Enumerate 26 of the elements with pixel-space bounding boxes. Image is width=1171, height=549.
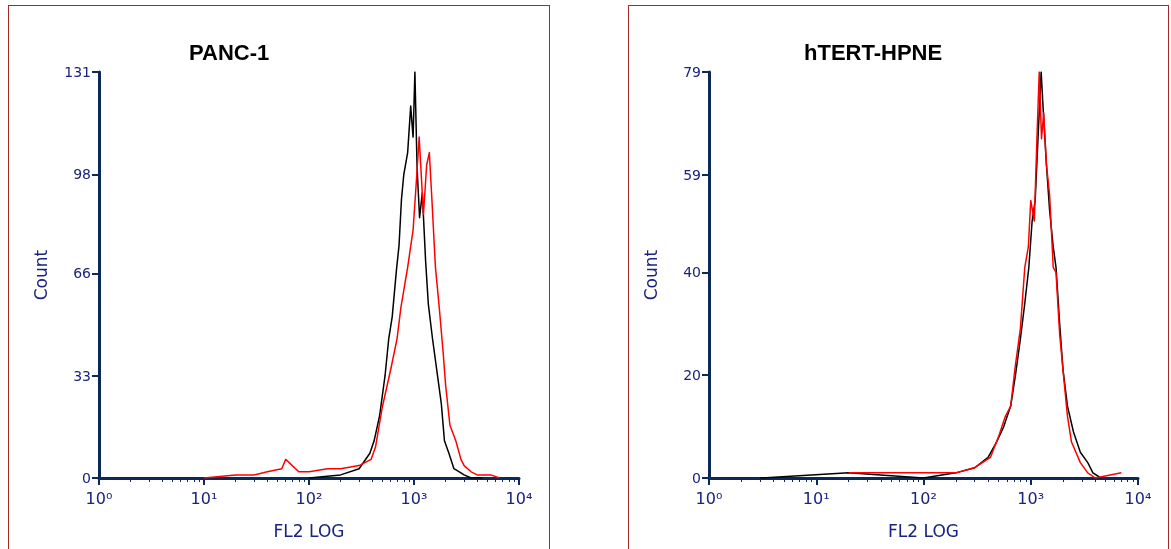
y-tick-label: 131 [64,64,91,80]
y-tick-label: 0 [82,470,91,486]
x-tick-label: 10⁴ [505,488,533,508]
y-tick-label: 20 [683,367,701,384]
x-tick-label: 10² [295,488,323,508]
y-tick-label: 98 [73,166,91,183]
x-tick-label: 10² [910,488,937,508]
chart-title: PANC-1 [189,39,270,65]
chart-title: hTERT-HPNE [804,39,943,65]
y-tick-label: 59 [683,166,701,183]
x-tick-label: 10⁴ [1124,488,1152,508]
y-tick-label: 66 [73,265,92,282]
y-axis-title: Count [640,249,661,301]
x-axis-title: FL2 LOG [888,520,959,541]
y-tick-label: 40 [683,264,701,281]
x-tick-label: 10⁰ [695,488,723,508]
x-tick-label: 10¹ [190,488,218,508]
y-tick-label: 33 [73,367,91,384]
y-axis-title: Count [30,249,51,301]
y-tick-label: 79 [683,64,701,80]
x-tick-label: 10³ [400,488,428,508]
x-axis-title: FL2 LOG [273,520,345,541]
x-tick-label: 10³ [1017,488,1045,508]
y-tick-label: 0 [692,470,701,486]
x-tick-label: 10⁰ [85,488,113,508]
x-tick-label: 10¹ [802,488,830,508]
